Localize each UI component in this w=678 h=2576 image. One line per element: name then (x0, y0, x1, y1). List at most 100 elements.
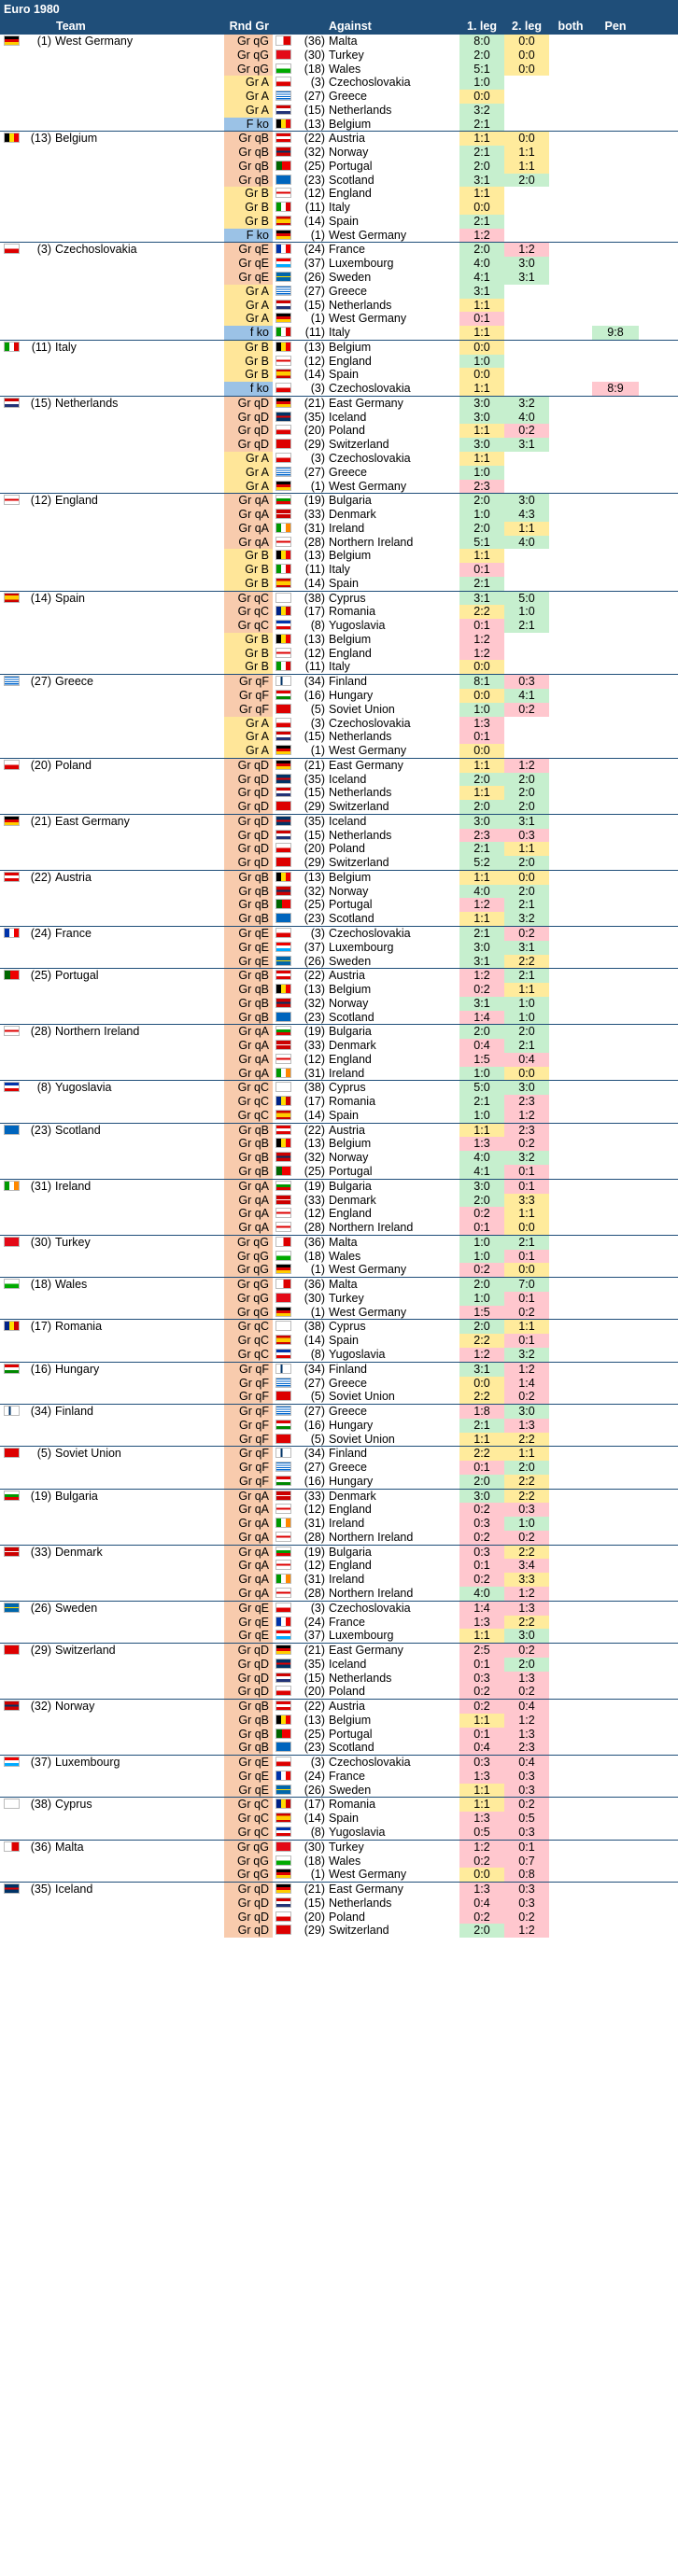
opponent-name: Bulgaria (329, 1025, 372, 1039)
opponent-rank: (23) (304, 173, 325, 187)
opponent-cell: (3) Czechoslovakia (273, 452, 459, 466)
team-cell (0, 63, 224, 77)
opponent-name: Austria (329, 132, 365, 146)
round-cell: Gr qG (224, 1249, 273, 1264)
opponent-rank: (28) (304, 1530, 325, 1544)
leg2-score (504, 633, 549, 647)
opponent-cell: (33) Denmark (273, 1490, 459, 1504)
leg2-score (504, 215, 549, 229)
opponent-rank: (15) (304, 1896, 325, 1910)
greece-flag-icon (275, 1377, 291, 1388)
team-name: Finland (55, 1405, 93, 1419)
leg1-score: 3:1 (459, 1362, 504, 1377)
team-name: Netherlands (55, 396, 119, 410)
both-score (549, 1658, 592, 1672)
round-cell: Gr qA (224, 1066, 273, 1081)
bulgaria-flag-icon (4, 1490, 20, 1501)
opponent-cell: (31) Ireland (273, 522, 459, 536)
penalty-score (592, 1053, 639, 1067)
opponent-name: Northern Ireland (329, 1586, 414, 1600)
penalty-score (592, 1728, 639, 1742)
leg2-score: 2:3 (504, 1095, 549, 1109)
leg2-score: 0:2 (504, 702, 549, 717)
opponent-rank: (12) (304, 646, 325, 660)
leg2-score: 1:2 (504, 1924, 549, 1939)
opponent-name: Spain (329, 1108, 359, 1122)
table-row: Gr qD (15) Netherlands 0:4 0:3 (0, 1896, 678, 1911)
leg1-score: 1:0 (459, 465, 504, 480)
opponent-rank: (37) (304, 257, 325, 271)
round-cell: Gr qB (224, 884, 273, 899)
round-cell: Gr qF (224, 1405, 273, 1419)
opponent-name: Greece (329, 90, 367, 104)
leg1-score: 1:1 (459, 1629, 504, 1644)
opponent-name: Italy (329, 660, 350, 674)
round-cell: Gr qD (224, 410, 273, 425)
opponent-cell: (32) Norway (273, 1151, 459, 1165)
team-cell (0, 1334, 224, 1348)
opponent-rank: (3) (310, 451, 325, 465)
leg1-score: 1:3 (459, 1812, 504, 1826)
table-row: (24) France Gr qE (3) Czechoslovakia 2:1 0:2 (0, 927, 678, 941)
northern-ireland-flag-icon (275, 536, 291, 547)
ireland-flag-icon (275, 522, 291, 533)
table-row: Gr qF (5) Soviet Union 2:2 0:2 (0, 1390, 678, 1405)
both-score (549, 983, 592, 997)
leg1-score: 4:1 (459, 271, 504, 285)
france-flag-icon (4, 928, 20, 938)
both-score (549, 1461, 592, 1475)
penalty-score (592, 466, 639, 480)
leg1-score: 4:1 (459, 1165, 504, 1179)
austria-flag-icon (275, 133, 291, 144)
team-cell (0, 1109, 224, 1123)
penalty-score (592, 187, 639, 201)
opponent-name: Netherlands (329, 1896, 392, 1910)
team-name: Iceland (55, 1883, 93, 1897)
opponent-name: Poland (329, 1685, 365, 1699)
switzerland-flag-icon (4, 1645, 20, 1656)
opponent-cell: (36) Malta (273, 35, 459, 49)
hungary-flag-icon (275, 689, 291, 700)
penalty-score (592, 49, 639, 63)
opponent-rank: (20) (304, 1910, 325, 1924)
opponent-rank: (33) (304, 1489, 325, 1503)
team-cell (0, 885, 224, 899)
opponent-cell: (19) Bulgaria (273, 494, 459, 508)
penalty-score (592, 955, 639, 969)
round-cell: Gr qE (224, 954, 273, 969)
round-cell: Gr qG (224, 1305, 273, 1320)
opponent-name: England (329, 1503, 372, 1517)
round-cell: Gr qF (224, 1376, 273, 1391)
leg2-score: 1:3 (504, 1601, 549, 1616)
opponent-cell: (13) Belgium (273, 1137, 459, 1151)
team-cell (0, 90, 224, 104)
leg2-score: 0:1 (504, 1179, 549, 1194)
leg1-score: 0:2 (459, 1207, 504, 1222)
opponent-cell: (14) Spain (273, 368, 459, 382)
leg2-score: 1:2 (504, 243, 549, 258)
penalty-score (592, 299, 639, 313)
opponent-rank: (19) (304, 1025, 325, 1039)
leg1-score: 3:1 (459, 173, 504, 188)
column-team: Team (56, 20, 86, 33)
netherlands-flag-icon (275, 731, 291, 742)
both-score (549, 1306, 592, 1320)
both-score (549, 829, 592, 843)
penalty-score (592, 927, 639, 941)
leg1-score: 0:0 (459, 1376, 504, 1391)
both-score (549, 1700, 592, 1714)
team-rank: (26) (30, 1601, 51, 1615)
leg2-score (504, 563, 549, 577)
england-flag-icon (275, 1504, 291, 1515)
leg1-score: 1:2 (459, 898, 504, 913)
opponent-rank: (15) (304, 828, 325, 842)
penalty-score (592, 1756, 639, 1770)
both-score (549, 1320, 592, 1334)
opponent-name: Soviet Union (329, 1432, 395, 1446)
bulgaria-flag-icon (275, 1026, 291, 1037)
opponent-name: Spain (329, 1812, 359, 1826)
column-against: Against (329, 20, 372, 33)
opponent-cell: (29) Switzerland (273, 438, 459, 452)
bulgaria-flag-icon (275, 495, 291, 506)
leg2-score: 0:2 (504, 1305, 549, 1320)
